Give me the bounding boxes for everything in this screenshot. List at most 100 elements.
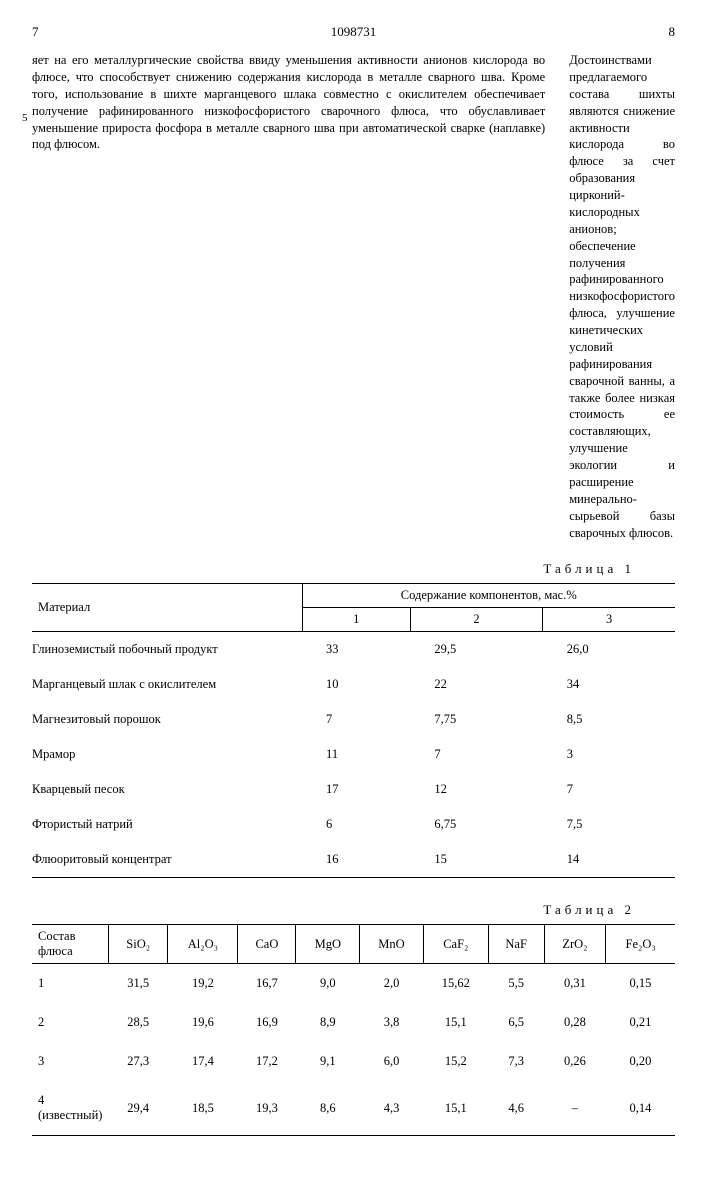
table2-row: 327,317,417,29,16,015,27,30,260,20 <box>32 1042 675 1081</box>
table2-value: 0,21 <box>606 1003 675 1042</box>
table2-value: 15,1 <box>423 1081 488 1136</box>
table1-value: 8,5 <box>543 702 675 737</box>
table2-col: ZrO₂ <box>544 925 606 964</box>
table1-material: Флюоритовый концентрат <box>32 842 302 878</box>
table2-row: 131,519,216,79,02,015,625,50,310,15 <box>32 964 675 1004</box>
table2-value: 28,5 <box>108 1003 168 1042</box>
table1-value: 11 <box>302 737 410 772</box>
table1-value: 12 <box>410 772 542 807</box>
table2-value: 15,2 <box>423 1042 488 1081</box>
table1-material: Магнезитовый порошок <box>32 702 302 737</box>
body-text: 5 яет на его металлургические свойства в… <box>32 52 675 541</box>
table2-value: 7,3 <box>488 1042 544 1081</box>
page-num-right: 8 <box>669 24 676 40</box>
table2-value: 16,9 <box>238 1003 296 1042</box>
table2-col: MnO <box>360 925 424 964</box>
table2-value: 0,15 <box>606 964 675 1004</box>
table1-material: Мрамор <box>32 737 302 772</box>
table2-col: CaO <box>238 925 296 964</box>
table2-flux-id: 2 <box>32 1003 108 1042</box>
table1-value: 26,0 <box>543 632 675 668</box>
table1-col3: 3 <box>543 608 675 632</box>
line-number: 5 <box>22 112 28 124</box>
table1-value: 7,75 <box>410 702 542 737</box>
table2-flux-id: 1 <box>32 964 108 1004</box>
table1-material: Глиноземистый побочный продукт <box>32 632 302 668</box>
table1-material: Фтористый натрий <box>32 807 302 842</box>
table1-value: 33 <box>302 632 410 668</box>
table1-label: Таблица 1 <box>32 561 635 577</box>
table2-value: 17,2 <box>238 1042 296 1081</box>
table2-value: 0,20 <box>606 1042 675 1081</box>
table2-value: 8,9 <box>296 1003 360 1042</box>
table2-value: 0,31 <box>544 964 606 1004</box>
table2-value: 19,3 <box>238 1081 296 1136</box>
left-column-text: яет на его металлургические свойства вви… <box>32 52 545 153</box>
table2-value: 0,14 <box>606 1081 675 1136</box>
table1-material: Кварцевый песок <box>32 772 302 807</box>
table1-value: 7 <box>543 772 675 807</box>
table2-col: Al₂O₃ <box>168 925 238 964</box>
table2-flux-id: 3 <box>32 1042 108 1081</box>
table2-value: 0,28 <box>544 1003 606 1042</box>
table2-value: 9,0 <box>296 964 360 1004</box>
table2-value: 5,5 <box>488 964 544 1004</box>
table1-row: Кварцевый песок17127 <box>32 772 675 807</box>
table2-value: 16,7 <box>238 964 296 1004</box>
table2-value: 29,4 <box>108 1081 168 1136</box>
table1-col2: 2 <box>410 608 542 632</box>
table1-value: 14 <box>543 842 675 878</box>
table1-value: 34 <box>543 667 675 702</box>
table2-value: 2,0 <box>360 964 424 1004</box>
table2-value: 18,5 <box>168 1081 238 1136</box>
table1-value: 6,75 <box>410 807 542 842</box>
table2-value: 9,1 <box>296 1042 360 1081</box>
table2-col: MgO <box>296 925 360 964</box>
table1-value: 7 <box>302 702 410 737</box>
table2-value: 0,26 <box>544 1042 606 1081</box>
table2-col: NaF <box>488 925 544 964</box>
table2-value: 27,3 <box>108 1042 168 1081</box>
table1-value: 22 <box>410 667 542 702</box>
table1-value: 17 <box>302 772 410 807</box>
table2-value: 6,5 <box>488 1003 544 1042</box>
table2-value: 17,4 <box>168 1042 238 1081</box>
table2-value: 4,6 <box>488 1081 544 1136</box>
table2-value: 8,6 <box>296 1081 360 1136</box>
table2-col: Fe₂O₃ <box>606 925 675 964</box>
page-header: 7 1098731 8 <box>32 24 675 40</box>
table1-row: Марганцевый шлак с окислителем102234 <box>32 667 675 702</box>
table2-value: 31,5 <box>108 964 168 1004</box>
document-number: 1098731 <box>39 24 669 40</box>
table1-col1: 1 <box>302 608 410 632</box>
table2-value: – <box>544 1081 606 1136</box>
table2-value: 19,6 <box>168 1003 238 1042</box>
table1-value: 7 <box>410 737 542 772</box>
table2-row: 228,519,616,98,93,815,16,50,280,21 <box>32 1003 675 1042</box>
table2-value: 15,62 <box>423 964 488 1004</box>
table2-label: Таблица 2 <box>32 902 635 918</box>
table1-row: Мрамор1173 <box>32 737 675 772</box>
table1-value: 15 <box>410 842 542 878</box>
table1-value: 16 <box>302 842 410 878</box>
table1-row: Глиноземистый побочный продукт3329,526,0 <box>32 632 675 668</box>
table2-value: 3,8 <box>360 1003 424 1042</box>
table2-value: 6,0 <box>360 1042 424 1081</box>
table2-value: 19,2 <box>168 964 238 1004</box>
table-2: Состав флюсаSiO₂Al₂O₃CaOMgOMnOCaF₂NaFZrO… <box>32 924 675 1136</box>
table1-row: Флюоритовый концентрат161514 <box>32 842 675 878</box>
table1-value: 29,5 <box>410 632 542 668</box>
table1-col-material: Материал <box>32 584 302 632</box>
table1-value: 7,5 <box>543 807 675 842</box>
table2-value: 15,1 <box>423 1003 488 1042</box>
right-column-text: Достоинствами предлагаемого состава шихт… <box>569 52 675 541</box>
table2-value: 4,3 <box>360 1081 424 1136</box>
table2-col: SiO₂ <box>108 925 168 964</box>
table2-col-flux: Состав флюса <box>32 925 108 964</box>
table2-row: 4 (известный)29,418,519,38,64,315,14,6–0… <box>32 1081 675 1136</box>
table2-flux-id: 4 (известный) <box>32 1081 108 1136</box>
table-1: Материал Содержание компонентов, мас.% 1… <box>32 583 675 878</box>
table1-value: 6 <box>302 807 410 842</box>
table1-row: Фтористый натрий66,757,5 <box>32 807 675 842</box>
table2-col: CaF₂ <box>423 925 488 964</box>
